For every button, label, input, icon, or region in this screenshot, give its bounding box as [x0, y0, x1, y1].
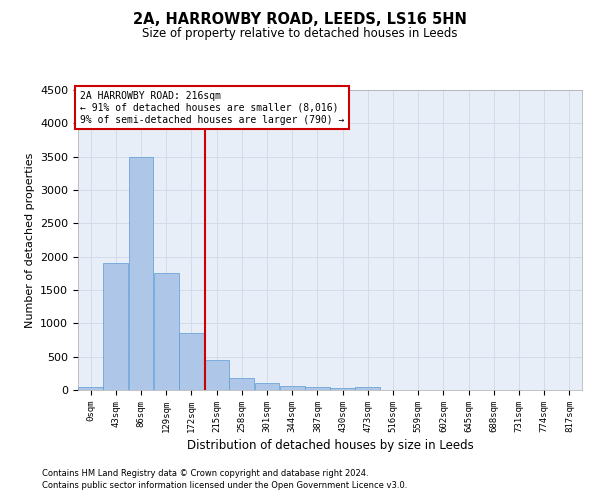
Bar — [204, 360, 229, 390]
X-axis label: Distribution of detached houses by size in Leeds: Distribution of detached houses by size … — [187, 439, 473, 452]
Text: Size of property relative to detached houses in Leeds: Size of property relative to detached ho… — [142, 28, 458, 40]
Bar — [355, 388, 380, 390]
Bar — [154, 274, 179, 390]
Y-axis label: Number of detached properties: Number of detached properties — [25, 152, 35, 328]
Text: Contains HM Land Registry data © Crown copyright and database right 2024.: Contains HM Land Registry data © Crown c… — [42, 468, 368, 477]
Bar — [280, 386, 305, 390]
Bar — [103, 264, 128, 390]
Bar — [305, 388, 330, 390]
Bar — [254, 384, 280, 390]
Text: 2A HARROWBY ROAD: 216sqm
← 91% of detached houses are smaller (8,016)
9% of semi: 2A HARROWBY ROAD: 216sqm ← 91% of detach… — [80, 92, 344, 124]
Bar — [179, 334, 204, 390]
Bar — [128, 156, 154, 390]
Bar — [229, 378, 254, 390]
Bar — [78, 386, 103, 390]
Text: 2A, HARROWBY ROAD, LEEDS, LS16 5HN: 2A, HARROWBY ROAD, LEEDS, LS16 5HN — [133, 12, 467, 28]
Text: Contains public sector information licensed under the Open Government Licence v3: Contains public sector information licen… — [42, 481, 407, 490]
Bar — [330, 388, 355, 390]
